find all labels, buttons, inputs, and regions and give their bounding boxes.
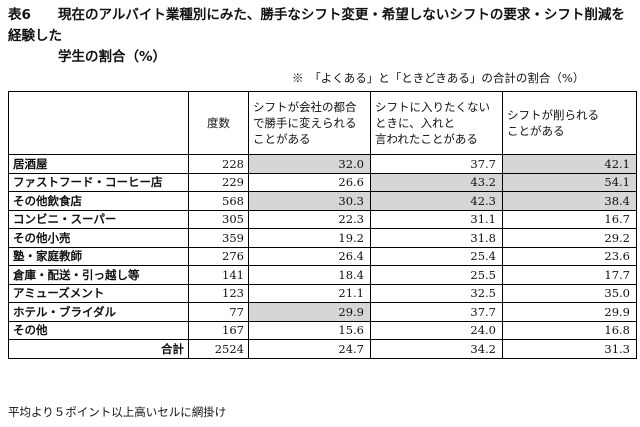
total-forced-shift: 34.2	[370, 339, 503, 359]
header-shift-cut-l2: ことがある	[507, 124, 565, 138]
row-count: 276	[188, 246, 249, 266]
header-shift-changed-l2: で勝手に変えられる	[253, 116, 357, 130]
header-forced-shift-l2: ときに、入れと	[375, 116, 456, 130]
row-label: 居酒屋	[8, 154, 189, 174]
footnote: 平均より５ポイント以上高いセルに網掛け	[8, 405, 227, 419]
header-count: 度数	[188, 91, 249, 155]
row-count: 305	[188, 209, 249, 229]
header-shift-cut-l1: シフトが削られる	[507, 108, 599, 122]
cell-shift-cut: 16.8	[502, 320, 637, 340]
row-label: その他	[8, 320, 189, 340]
row-label: その他小売	[8, 228, 189, 248]
header-forced-shift: シフトに入りたくない ときに、入れと 言われたことがある	[370, 91, 503, 155]
cell-shift-changed: 30.3	[248, 191, 371, 211]
row-count: 167	[188, 320, 249, 340]
header-category	[8, 91, 189, 155]
table-row: その他 167 15.6 24.0 16.8	[8, 320, 637, 340]
row-label: 倉庫・配送・引っ越し等	[8, 265, 189, 285]
table-row: アミューズメント 123 21.1 32.5 35.0	[8, 283, 637, 303]
header-row: 度数 シフトが会社の都合 で勝手に変えられる ことがある シフトに入りたくない …	[8, 91, 637, 155]
table-title: 表6 現在のアルバイト業種別にみた、勝手なシフト変更・希望しないシフトの要求・シフ…	[8, 5, 636, 68]
cell-shift-cut: 17.7	[502, 265, 637, 285]
total-shift-cut: 31.3	[502, 339, 637, 359]
cell-shift-changed: 22.3	[248, 209, 371, 229]
row-label: その他飲食店	[8, 191, 189, 211]
header-forced-shift-l3: 言われたことがある	[375, 132, 478, 146]
table-row: 居酒屋 228 32.0 37.7 42.1	[8, 154, 637, 174]
cell-shift-changed: 26.4	[248, 246, 371, 266]
cell-shift-cut: 42.1	[502, 154, 637, 174]
header-shift-changed: シフトが会社の都合 で勝手に変えられる ことがある	[248, 91, 371, 155]
cell-shift-changed: 19.2	[248, 228, 371, 248]
total-row: 合計 2524 24.7 34.2 31.3	[8, 339, 637, 359]
total-shift-changed: 24.7	[248, 339, 371, 359]
header-shift-changed-l1: シフトが会社の都合	[253, 100, 357, 114]
cell-shift-cut: 38.4	[502, 191, 637, 211]
cell-forced-shift: 32.5	[370, 283, 503, 303]
row-count: 141	[188, 265, 249, 285]
row-count: 229	[188, 172, 249, 192]
header-forced-shift-l1: シフトに入りたくない	[375, 100, 490, 114]
row-label: ホテル・ブライダル	[8, 302, 189, 322]
cell-forced-shift: 24.0	[370, 320, 503, 340]
row-label: アミューズメント	[8, 283, 189, 303]
cell-shift-changed: 15.6	[248, 320, 371, 340]
cell-shift-cut: 35.0	[502, 283, 637, 303]
table-row: その他小売 359 19.2 31.8 29.2	[8, 228, 637, 248]
cell-shift-changed: 18.4	[248, 265, 371, 285]
cell-shift-changed: 29.9	[248, 302, 371, 322]
title-line-2: 学生の割合（%）	[58, 49, 167, 65]
table-row: その他飲食店 568 30.3 42.3 38.4	[8, 191, 637, 211]
cell-shift-cut: 54.1	[502, 172, 637, 192]
row-count: 568	[188, 191, 249, 211]
header-shift-cut: シフトが削られる ことがある	[502, 91, 637, 155]
cell-forced-shift: 25.5	[370, 265, 503, 285]
row-label: ファストフード・コーヒー店	[8, 172, 189, 192]
cell-forced-shift: 31.8	[370, 228, 503, 248]
cell-shift-cut: 29.9	[502, 302, 637, 322]
cell-shift-changed: 21.1	[248, 283, 371, 303]
cell-shift-cut: 29.2	[502, 228, 637, 248]
table-row: コンビニ・スーパー 305 22.3 31.1 16.7	[8, 209, 637, 229]
table-row: ファストフード・コーヒー店 229 26.6 43.2 54.1	[8, 172, 637, 192]
cell-forced-shift: 25.4	[370, 246, 503, 266]
cell-forced-shift: 31.1	[370, 209, 503, 229]
table-row: ホテル・ブライダル 77 29.9 37.7 29.9	[8, 302, 637, 322]
table-row: 塾・家庭教師 276 26.4 25.4 23.6	[8, 246, 637, 266]
row-count: 77	[188, 302, 249, 322]
row-label: 塾・家庭教師	[8, 246, 189, 266]
data-table: 度数 シフトが会社の都合 で勝手に変えられる ことがある シフトに入りたくない …	[8, 91, 637, 359]
cell-shift-changed: 32.0	[248, 154, 371, 174]
table-number: 表6	[8, 7, 31, 23]
table-note: ※ 「よくある」と「ときどきある」の合計の割合（%）	[292, 71, 585, 85]
cell-forced-shift: 37.7	[370, 154, 503, 174]
row-count: 359	[188, 228, 249, 248]
total-label: 合計	[8, 339, 189, 359]
cell-shift-cut: 23.6	[502, 246, 637, 266]
cell-forced-shift: 43.2	[370, 172, 503, 192]
row-count: 228	[188, 154, 249, 174]
total-count: 2524	[188, 339, 249, 359]
row-count: 123	[188, 283, 249, 303]
cell-shift-changed: 26.6	[248, 172, 371, 192]
table-row: 倉庫・配送・引っ越し等 141 18.4 25.5 17.7	[8, 265, 637, 285]
header-shift-changed-l3: ことがある	[253, 132, 311, 146]
cell-forced-shift: 42.3	[370, 191, 503, 211]
cell-shift-cut: 16.7	[502, 209, 637, 229]
cell-forced-shift: 37.7	[370, 302, 503, 322]
title-line-1: 現在のアルバイト業種別にみた、勝手なシフト変更・希望しないシフトの要求・シフト削…	[8, 7, 625, 44]
row-label: コンビニ・スーパー	[8, 209, 189, 229]
